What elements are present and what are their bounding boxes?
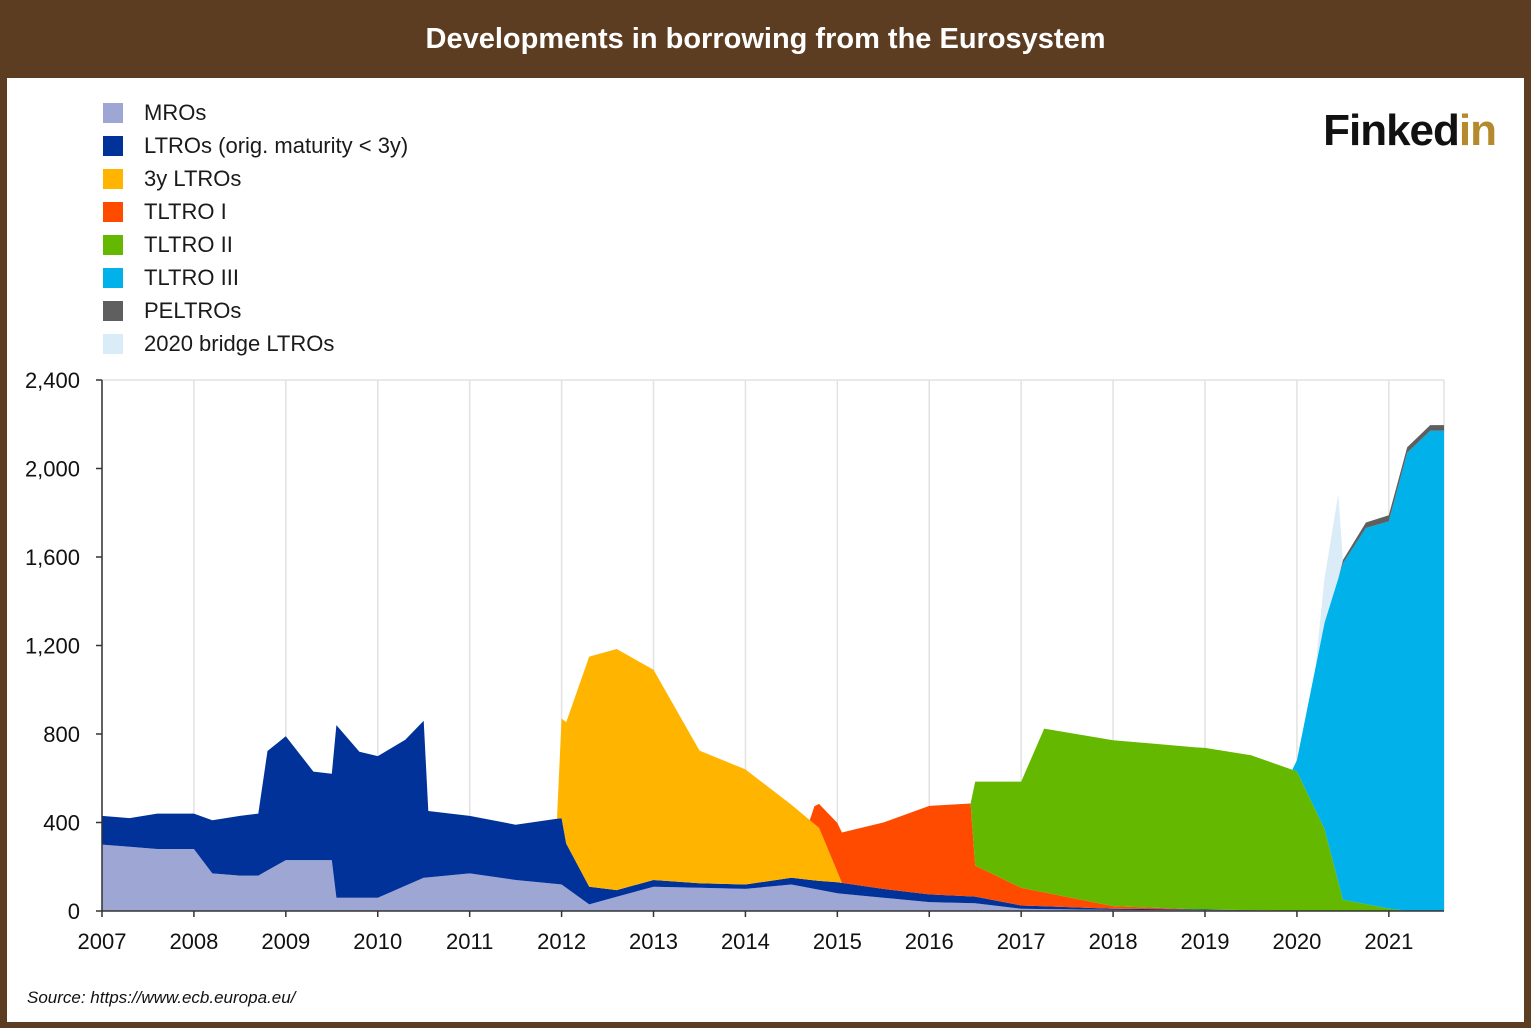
x-tick-label: 2019	[1181, 929, 1230, 954]
x-tick-label: 2017	[997, 929, 1046, 954]
x-tick-label: 2013	[629, 929, 678, 954]
legend-swatch	[103, 267, 123, 288]
y-tick-label: 800	[43, 722, 80, 747]
x-tick-label: 2016	[905, 929, 954, 954]
chart-title: Developments in borrowing from the Euros…	[425, 22, 1106, 55]
legend-swatch	[103, 201, 123, 222]
legend-item-mros: MROs	[103, 96, 408, 129]
legend-label: 2020 bridge LTROs	[144, 330, 335, 356]
y-tick-label: 1,200	[25, 634, 80, 659]
legend-swatch	[103, 168, 123, 189]
x-tick-label: 2021	[1364, 929, 1413, 954]
legend-swatch	[103, 234, 123, 255]
source-note: Source: https://www.ecb.europa.eu/	[27, 988, 296, 1007]
legend-item-peltros: PELTROs	[103, 294, 408, 327]
legend-label: PELTROs	[144, 297, 242, 323]
x-tick-label: 2008	[169, 929, 218, 954]
x-tick-label: 2015	[813, 929, 862, 954]
legend-item-tltro-iii: TLTRO III	[103, 261, 408, 294]
legend-swatch	[103, 300, 123, 321]
x-tick-label: 2018	[1089, 929, 1138, 954]
legend-label: TLTRO II	[144, 231, 233, 257]
x-tick-label: 2011	[446, 929, 493, 954]
y-tick-label: 2,400	[25, 368, 80, 393]
y-tick-label: 0	[68, 899, 80, 924]
legend-item-2020-bridge-ltros: 2020 bridge LTROs	[103, 327, 408, 360]
legend-swatch	[103, 135, 123, 156]
legend: MROs LTROs (orig. maturity < 3y) 3y LTROs T…	[103, 96, 408, 360]
finkedin-logo: Finkedin	[1323, 106, 1497, 156]
logo-text-main: Finked	[1323, 106, 1460, 155]
area-mros	[102, 844, 1444, 911]
x-tick-label: 2012	[537, 929, 586, 954]
legend-item-3y-ltros: 3y LTROs	[103, 162, 408, 195]
area-ltros-orig-maturity-3y	[102, 720, 1444, 911]
axes: 0 400 800 1,200 1,600 2,000 2,400 2007 2008 2009 2…	[25, 368, 1444, 954]
legend-swatch	[103, 102, 123, 123]
logo-text-accent: in	[1458, 106, 1497, 155]
legend-swatch	[103, 333, 123, 354]
legend-label: TLTRO I	[144, 198, 227, 224]
legend-label: MROs	[144, 99, 207, 125]
chart-canvas: 0 400 800 1,200 1,600 2,000 2,400 2007 2008 2009 2…	[25, 368, 1445, 954]
legend-item-tltro-ii: TLTRO II	[103, 228, 408, 261]
legend-label: LTROs (orig. maturity < 3y)	[144, 132, 409, 158]
legend-item-tltro-i: TLTRO I	[103, 195, 408, 228]
legend-item-ltros-orig-maturity-3y: LTROs (orig. maturity < 3y)	[103, 129, 408, 162]
x-tick-label: 2009	[261, 929, 310, 954]
area-3y-ltros	[102, 649, 1444, 911]
chart-header: Developments in borrowing from the Euros…	[0, 0, 1531, 78]
legend-label: TLTRO III	[144, 264, 239, 290]
chart-panel: 0 400 800 1,200 1,600 2,000 2,400 2007 2008 2009 2…	[7, 78, 1524, 1022]
x-tick-label: 2007	[78, 929, 127, 954]
x-tick-label: 2014	[721, 929, 770, 954]
area-series-layer	[102, 425, 1444, 911]
x-tick-label: 2010	[353, 929, 402, 954]
area-tltro-ii	[102, 649, 1444, 911]
y-tick-label: 400	[43, 811, 80, 836]
y-tick-label: 1,600	[25, 545, 80, 570]
legend-label: 3y LTROs	[144, 165, 242, 191]
y-tick-label: 2,000	[25, 457, 80, 482]
x-tick-label: 2020	[1272, 929, 1321, 954]
